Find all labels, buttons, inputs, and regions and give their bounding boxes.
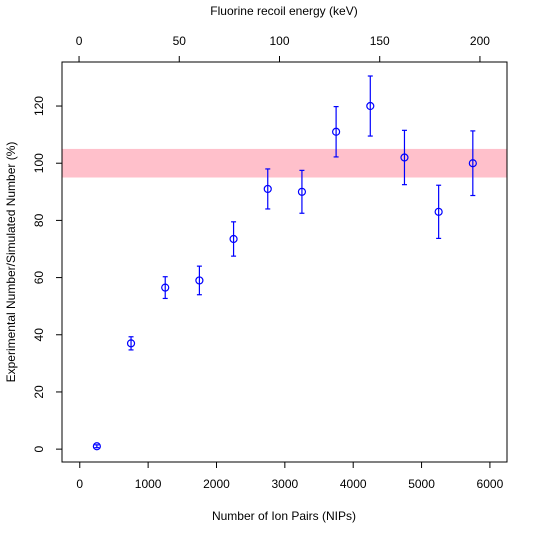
y-tick-label: 60 bbox=[32, 271, 46, 285]
top-tick-label: 50 bbox=[173, 34, 187, 48]
point bbox=[332, 127, 341, 136]
x-tick-label: 0 bbox=[76, 477, 83, 491]
error-bar bbox=[436, 184, 442, 240]
y-tick-label: 40 bbox=[32, 328, 46, 342]
y-tick-label: 80 bbox=[32, 213, 46, 227]
error-bar bbox=[367, 75, 373, 137]
error-bar bbox=[162, 276, 168, 300]
top-tick-label: 0 bbox=[76, 34, 83, 48]
error-bar bbox=[128, 336, 134, 351]
point bbox=[434, 207, 443, 216]
top-tick-label: 150 bbox=[370, 34, 390, 48]
error-bar bbox=[333, 106, 339, 158]
y-tick-label: 0 bbox=[32, 445, 46, 452]
error-bar bbox=[196, 265, 202, 296]
point bbox=[263, 184, 272, 194]
point bbox=[195, 276, 204, 285]
y-tick-label: 100 bbox=[32, 153, 46, 173]
error-bar bbox=[470, 130, 476, 197]
point bbox=[468, 159, 477, 168]
reference-band bbox=[62, 148, 507, 178]
error-bar bbox=[94, 444, 100, 449]
point bbox=[400, 153, 409, 162]
error-bar bbox=[299, 169, 305, 214]
point bbox=[229, 234, 238, 244]
x-tick-label: 5000 bbox=[408, 477, 435, 491]
point bbox=[297, 187, 307, 196]
y-tick-label: 120 bbox=[32, 96, 46, 116]
point bbox=[161, 283, 170, 292]
top-tick-label: 200 bbox=[470, 34, 490, 48]
x-tick-label: 6000 bbox=[477, 477, 504, 491]
x-tick-label: 3000 bbox=[271, 477, 298, 491]
error-bar bbox=[265, 168, 271, 210]
x-axis-title: Number of Ion Pairs (NIPs) bbox=[212, 509, 356, 523]
y-axis-title: Experimental Number/Simulated Number (%) bbox=[4, 142, 18, 383]
error-bar bbox=[401, 129, 407, 186]
x-tick-label: 1000 bbox=[135, 477, 162, 491]
point bbox=[92, 442, 101, 451]
top-tick-label: 100 bbox=[269, 34, 289, 48]
plot-frame bbox=[61, 61, 508, 463]
error-bar bbox=[231, 221, 237, 257]
point bbox=[126, 339, 136, 348]
point bbox=[366, 101, 375, 111]
x-tick-label: 4000 bbox=[340, 477, 367, 491]
y-tick-label: 20 bbox=[32, 385, 46, 399]
top-axis-title: Fluorine recoil energy (keV) bbox=[210, 4, 357, 18]
x-tick-label: 2000 bbox=[203, 477, 230, 491]
